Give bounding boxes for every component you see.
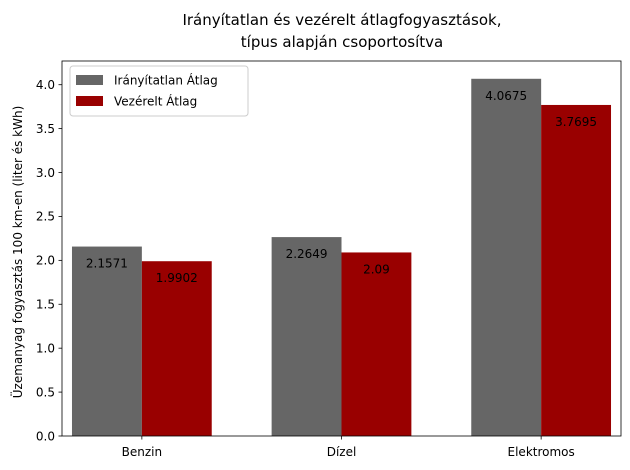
chart-title-line-1: Irányítatlan és vezérelt átlagfogyasztás… bbox=[182, 11, 501, 29]
y-tick-label: 1.5 bbox=[36, 298, 55, 312]
chart-title: Irányítatlan és vezérelt átlagfogyasztás… bbox=[182, 11, 501, 51]
bar-controlled-0 bbox=[141, 261, 212, 436]
legend-box bbox=[69, 65, 249, 117]
bar-uncontrolled-1 bbox=[271, 237, 342, 436]
y-axis-label: Üzemanyag fogyasztás 100 km-en (liter és… bbox=[9, 106, 25, 399]
legend-label: Irányítatlan Átlag bbox=[114, 73, 218, 88]
legend-label: Vezérelt Átlag bbox=[114, 94, 197, 109]
x-tick-label: Elektromos bbox=[508, 445, 575, 459]
y-axis: 0.0 0.5 1.0 1.5 2.0 2.5 3.0 3.5 4.0 bbox=[36, 78, 62, 443]
y-tick-label: 0.5 bbox=[36, 385, 55, 399]
y-tick-label: 1.0 bbox=[36, 341, 55, 355]
bar-uncontrolled-2 bbox=[471, 78, 542, 436]
x-tick-label: Dízel bbox=[327, 445, 357, 459]
y-tick-label: 3.0 bbox=[36, 166, 55, 180]
bar-uncontrolled-0 bbox=[71, 246, 142, 436]
y-tick-label: 4.0 bbox=[36, 78, 55, 92]
data-label: 2.2649 bbox=[286, 247, 328, 261]
legend: Irányítatlan Átlag Vezérelt Átlag bbox=[69, 65, 249, 117]
y-tick-label: 3.5 bbox=[36, 122, 55, 136]
y-tick-label: 2.0 bbox=[36, 254, 55, 268]
data-label: 4.0675 bbox=[485, 89, 527, 103]
data-label: 3.7695 bbox=[555, 115, 597, 129]
data-label: 2.1571 bbox=[86, 257, 128, 271]
bar-controlled-1 bbox=[341, 252, 412, 436]
legend-swatch bbox=[76, 75, 103, 85]
data-label: 2.09 bbox=[363, 262, 390, 276]
chart-title-line-2: típus alapján csoportosítva bbox=[241, 33, 443, 51]
y-tick-label: 2.5 bbox=[36, 210, 55, 224]
x-tick-label: Benzin bbox=[122, 445, 162, 459]
x-axis: Benzin Dízel Elektromos bbox=[122, 436, 575, 459]
legend-swatch bbox=[76, 96, 103, 106]
plot-area: 2.1571 2.2649 4.0675 1.9902 2.09 3.7695 bbox=[61, 60, 622, 437]
bar-controlled-2 bbox=[541, 104, 612, 436]
y-tick-label: 0.0 bbox=[36, 429, 55, 443]
data-label: 1.9902 bbox=[156, 271, 198, 285]
